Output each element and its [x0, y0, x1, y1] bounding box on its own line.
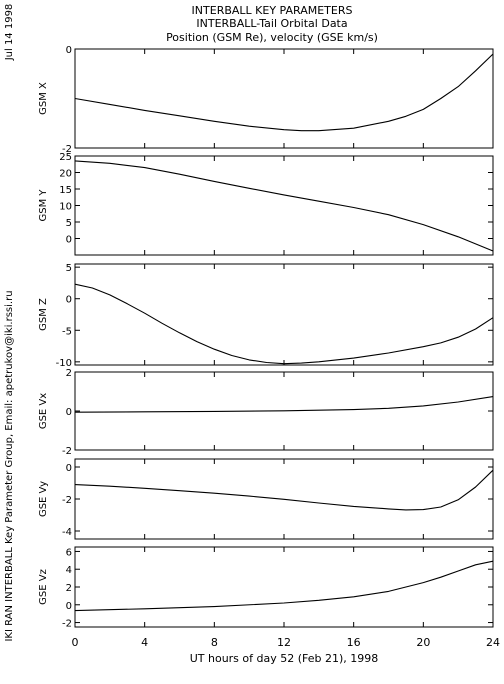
y-tick-label: 15 — [59, 185, 72, 196]
x-tick-label: 20 — [416, 636, 430, 649]
x-axis-label: UT hours of day 52 (Feb 21), 1998 — [190, 652, 379, 665]
y-tick-label: -10 — [56, 358, 72, 369]
panel-frame — [74, 263, 494, 366]
y-tick-label: 0 — [66, 407, 72, 418]
panel-4: 2 0 -2 GSE Vx — [38, 368, 494, 457]
y-tick-label: 0 — [66, 45, 72, 56]
series-line — [74, 560, 494, 612]
x-tick-label: 4 — [141, 636, 148, 649]
y-axis-label: GSM Z — [38, 298, 49, 331]
y-tick-label: -4 — [62, 527, 72, 538]
y-tick-label: 5 — [66, 218, 72, 229]
x-tick-label: 24 — [486, 636, 500, 649]
series-line — [74, 469, 494, 511]
x-tick-label: 12 — [277, 636, 291, 649]
y-axis-label: GSE Vx — [38, 393, 49, 429]
y-axis-label: GSM X — [38, 82, 49, 115]
y-tick-label: -2 — [62, 446, 72, 457]
y-tick-label: 0 — [66, 235, 72, 246]
y-tick-label: 2 — [66, 368, 72, 379]
x-tick-label: 16 — [347, 636, 361, 649]
y-tick-label: 0 — [66, 295, 72, 306]
panel-3: 5 0 -5 -10 GSM Z — [38, 263, 494, 369]
series-line — [74, 53, 494, 132]
y-tick-label: 10 — [59, 202, 72, 213]
panel-5: 0 -2 -4 GSE Vy — [38, 458, 494, 540]
y-tick-label: 4 — [66, 565, 72, 576]
y-tick-label: 2 — [66, 583, 72, 594]
y-tick-label: 25 — [59, 152, 72, 163]
panel-6: 6 4 2 0 -2 GSE Vz — [38, 546, 494, 630]
header-line1: INTERBALL KEY PARAMETERS — [192, 4, 353, 17]
panel-frame — [74, 48, 494, 149]
y-tick-label: 0 — [66, 463, 72, 474]
panel-2: 25 20 15 10 5 0 GSM Y — [38, 152, 494, 256]
y-tick-label: -2 — [62, 495, 72, 506]
y-axis-label: GSE Vy — [38, 481, 49, 517]
y-tick-label: 20 — [59, 169, 72, 180]
header-line2: INTERBALL-Tail Orbital Data — [196, 17, 347, 30]
date-stamp: Jul 14 1998 — [4, 4, 15, 62]
x-tick-label: 8 — [211, 636, 218, 649]
credit-line: IKI RAN INTERBALL Key Parameter Group, E… — [4, 290, 15, 641]
y-tick-label: 6 — [66, 547, 72, 558]
panel-frame — [74, 155, 494, 256]
y-axis-label: GSE Vz — [38, 569, 49, 605]
y-tick-label: 5 — [66, 263, 72, 274]
x-tick-label: 0 — [72, 636, 79, 649]
y-tick-label: 0 — [66, 601, 72, 612]
series-line — [74, 396, 494, 413]
series-line — [74, 160, 494, 252]
y-tick-label: -5 — [62, 326, 72, 337]
panel-frame — [74, 546, 494, 628]
y-tick-label: -2 — [62, 144, 72, 155]
y-tick-label: -2 — [62, 619, 72, 630]
header-line3: Position (GSM Re), velocity (GSE km/s) — [166, 31, 378, 44]
y-axis-label: GSM Y — [38, 189, 49, 222]
series-line — [74, 283, 494, 365]
panel-1: 0 -2 GSM X — [38, 45, 494, 155]
